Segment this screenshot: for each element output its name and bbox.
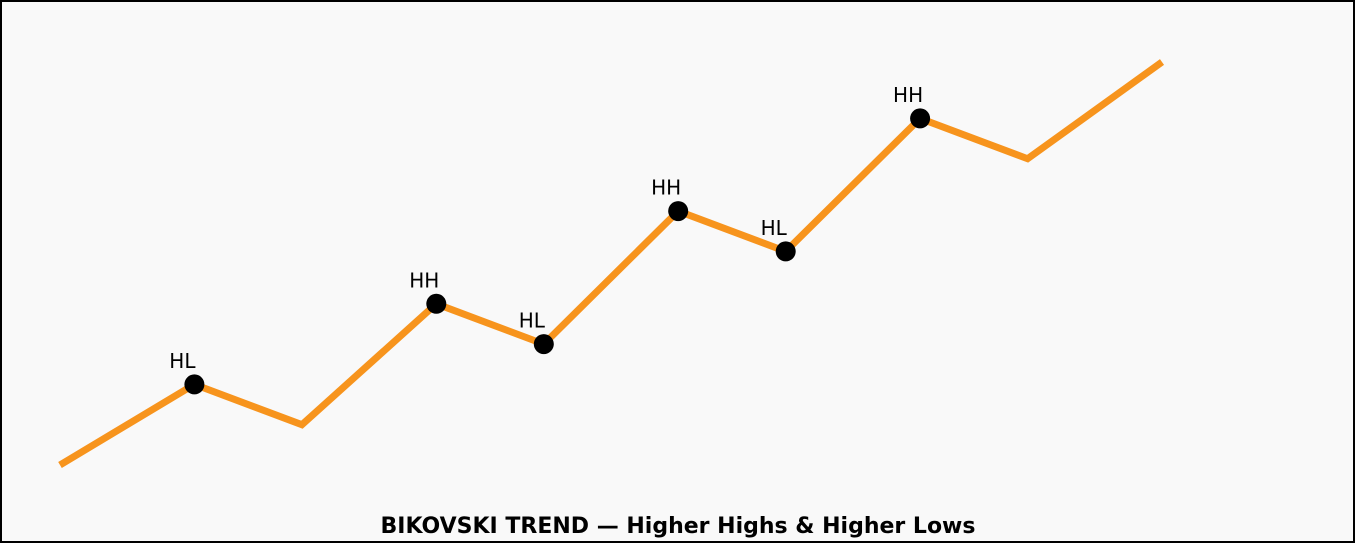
pivot-label: HH (893, 83, 923, 107)
pivot-marker (426, 293, 447, 314)
pivot-marker (184, 374, 205, 395)
pivot-marker (910, 108, 931, 129)
trend-line (58, 59, 1165, 469)
pivot-label: HH (409, 268, 439, 292)
pivot-label: HL (519, 309, 546, 333)
chart-title: BIKOVSKI TREND — Higher Highs & Higher L… (381, 514, 976, 539)
pivot-label: HL (169, 349, 196, 373)
pivot-marker (533, 334, 554, 355)
pivot-label: HH (651, 176, 681, 200)
pivot-marker (775, 241, 796, 262)
pivot-marker (668, 201, 689, 222)
pivot-label: HL (761, 216, 788, 240)
